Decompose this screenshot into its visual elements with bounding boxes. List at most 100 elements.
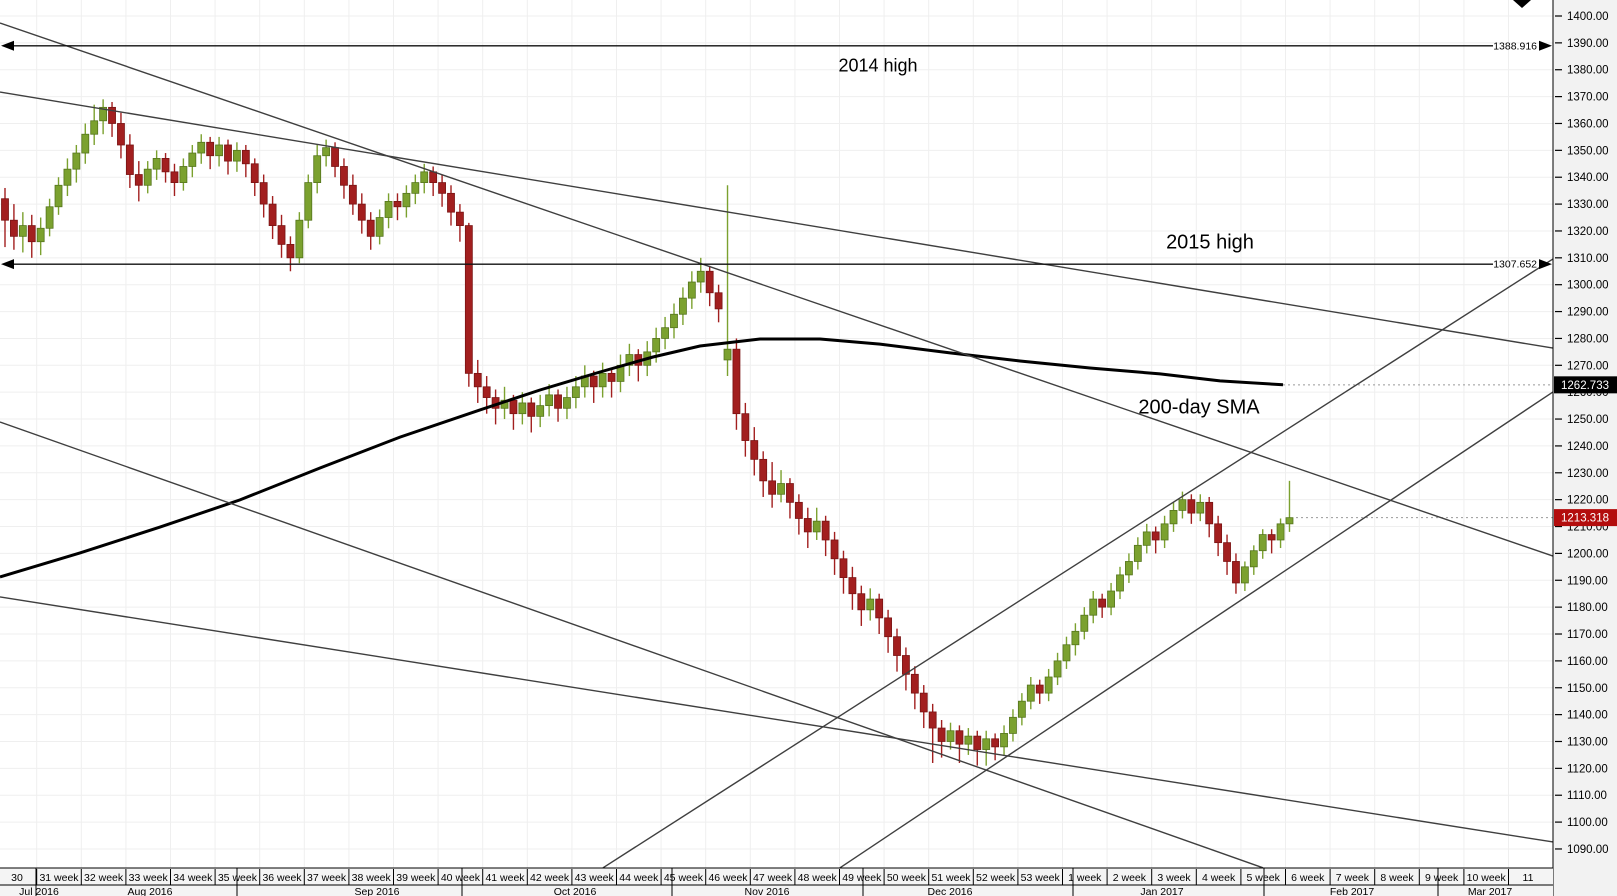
week-label: 10 week	[1467, 872, 1507, 884]
candle-bear	[241, 149, 250, 165]
price-tick-label: 1230.00	[1567, 468, 1609, 480]
grid-layer	[0, 0, 1553, 868]
week-label: 46 week	[708, 872, 748, 884]
price-tick-label: 1340.00	[1567, 172, 1609, 184]
candle-bear	[134, 174, 143, 186]
candle-bear	[348, 184, 357, 205]
candle-bull	[563, 397, 571, 409]
candle-bear	[955, 730, 964, 745]
candle-bull	[696, 270, 705, 283]
candle-bull	[652, 338, 661, 353]
level-left-arrow-icon	[1, 259, 14, 270]
month-label: Feb 2017	[1330, 886, 1375, 896]
candle-bear	[268, 203, 277, 226]
candle-bear	[250, 163, 259, 183]
price-tick-label: 1310.00	[1567, 253, 1609, 265]
price-tick-label: 1120.00	[1567, 763, 1608, 775]
month-label: Sep 2016	[355, 886, 400, 896]
sma-value-tag-label: 1262.733	[1561, 380, 1609, 392]
candle-bull	[72, 152, 81, 170]
candle-bull	[420, 171, 429, 183]
candle-bear	[919, 692, 928, 713]
candle-bear	[1223, 542, 1231, 562]
candle-bear	[224, 144, 232, 162]
levels-layer: 1388.916 1307.652	[1, 40, 1552, 271]
candle-bear	[884, 617, 892, 638]
candle-bear	[893, 636, 901, 656]
candle-bull	[1276, 523, 1285, 541]
week-label: 31 week	[39, 872, 79, 884]
annotation-2014-high: 2014 high	[838, 55, 918, 76]
level-price-label: 1388.916	[1493, 40, 1537, 52]
candle-bear	[340, 166, 348, 186]
annotation-200-day-sma: 200-day SMA	[1138, 396, 1260, 419]
candle-bull	[1240, 566, 1249, 584]
candle-bull	[215, 144, 223, 157]
week-label: 41 week	[485, 872, 525, 884]
candle-bear	[331, 147, 339, 167]
price-axis-bg	[1553, 0, 1617, 896]
candle-bull	[63, 168, 72, 186]
candle-bull	[1133, 544, 1142, 562]
candle-bull	[982, 738, 991, 750]
candle-bull	[1249, 550, 1258, 568]
candle-bear	[857, 593, 866, 611]
candle-bear	[714, 292, 723, 310]
candle-bear	[509, 399, 518, 415]
candle-bull	[322, 147, 331, 157]
candle-bull	[964, 735, 973, 745]
candle-bull	[598, 372, 607, 388]
week-label: 51 week	[931, 872, 971, 884]
price-tick-label: 1150.00	[1567, 683, 1608, 695]
candle-bear	[438, 182, 446, 194]
candle-bull	[1071, 630, 1080, 646]
candle-bear	[732, 348, 741, 415]
candle-bull	[1044, 676, 1053, 694]
candle-bull	[188, 152, 197, 167]
candle-bear	[125, 144, 134, 175]
week-label: 3 week	[1157, 872, 1191, 884]
candle-bear	[759, 458, 768, 482]
candle-bear	[830, 539, 839, 560]
candle-bear	[786, 483, 794, 503]
candle-bear	[705, 270, 714, 294]
candle-bear	[821, 520, 830, 541]
month-label: Oct 2016	[554, 886, 597, 896]
trendline-uptrend-lower	[839, 391, 1554, 869]
bid-price-tag-label: 1213.318	[1561, 513, 1609, 525]
candle-bear	[527, 402, 536, 417]
candle-bear	[794, 501, 803, 519]
candle-bear	[1214, 523, 1223, 544]
candle-bear	[768, 480, 777, 495]
candle-bull	[197, 141, 206, 154]
candle-bull	[1169, 510, 1178, 525]
candle-bull	[1107, 590, 1115, 608]
candle-bull	[536, 405, 545, 417]
time-axis: 30 31 week 32 week 33 week 34 week 35 week 36 …	[0, 867, 1553, 896]
candle-bull	[143, 168, 152, 186]
candle-bull	[679, 297, 687, 315]
candle-bull	[45, 206, 54, 229]
candle-bear	[161, 158, 170, 173]
trendline-downtrend-steep	[0, 22, 1554, 557]
price-tick-label: 1180.00	[1567, 602, 1608, 614]
candle-bull	[812, 520, 821, 533]
candle-bull	[304, 182, 313, 221]
candle-bull	[1080, 614, 1089, 632]
price-tick-label: 1330.00	[1567, 199, 1609, 211]
candle-bear	[848, 577, 857, 595]
week-label: 48 week	[798, 872, 838, 884]
candle-bull	[18, 225, 27, 237]
candle-bull	[1017, 700, 1026, 718]
candle-bull	[518, 402, 527, 415]
candle-bear	[117, 123, 125, 146]
candle-bull	[545, 394, 554, 407]
price-tick-label: 1240.00	[1567, 441, 1609, 453]
candle-bull	[411, 182, 420, 194]
price-tick-label: 1350.00	[1567, 145, 1609, 157]
week-label: 40 week	[441, 872, 481, 884]
week-label: 38 week	[352, 872, 392, 884]
candle-bear	[991, 738, 1000, 748]
